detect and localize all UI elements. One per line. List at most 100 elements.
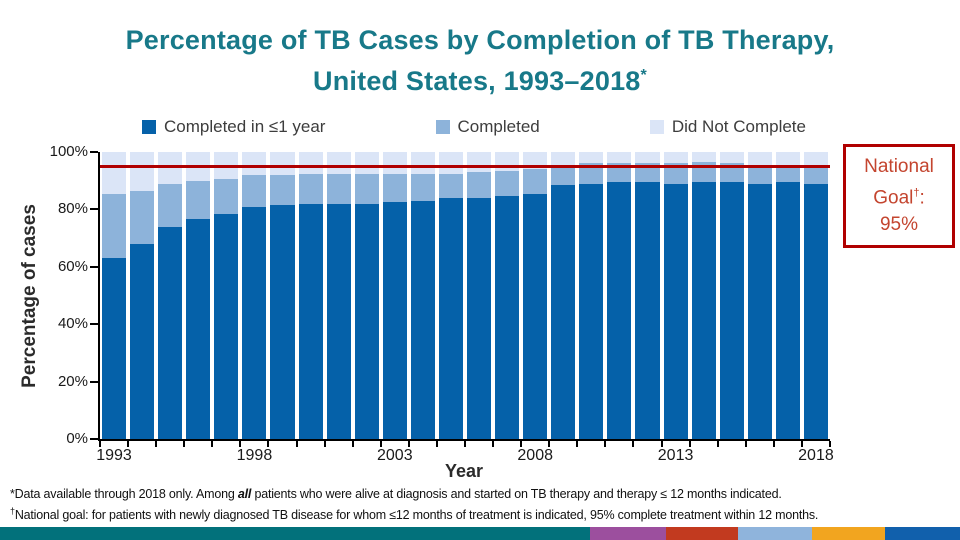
bar-segment-completed	[326, 173, 351, 204]
bar-2016	[746, 152, 774, 439]
bar-2015	[718, 152, 746, 439]
goal-box-line2: Goal†:	[873, 187, 925, 209]
x-tick-mark	[604, 441, 607, 447]
y-axis-title: Percentage of cases	[19, 204, 40, 388]
title-footnote-marker: *	[640, 67, 647, 84]
legend-item-completed-le1yr: Completed in ≤1 year	[142, 117, 325, 137]
bar-segment-did-not-complete	[242, 152, 267, 175]
title-line1: Percentage of TB Cases by Completion of …	[125, 25, 835, 55]
x-tick-mark	[492, 441, 495, 447]
bar-2017	[774, 152, 802, 439]
bar-segment-did-not-complete	[775, 152, 800, 165]
x-tick-mark	[576, 441, 579, 447]
strip-segment	[812, 527, 885, 540]
x-tick-mark	[379, 441, 382, 447]
bar-segment-did-not-complete	[803, 152, 829, 168]
x-tick-mark	[660, 441, 663, 447]
bar-2005	[437, 152, 465, 439]
x-tick-mark	[632, 441, 635, 447]
national-goal-line	[100, 164, 830, 168]
legend-swatch-icon	[435, 120, 450, 134]
bar-segment-completed-le1yr	[607, 182, 632, 439]
bar-2010	[577, 152, 605, 439]
plot-area: 0% 20% 40% 60% 80% 100% 1993 1998 2003 2008 2013 20…	[50, 143, 834, 464]
x-tick-mark	[211, 441, 214, 447]
x-tick-mark	[435, 441, 438, 447]
legend-item-did-not-complete: Did Not Complete	[649, 117, 806, 137]
bar-segment-completed	[523, 169, 548, 194]
bar-segment-completed-le1yr	[719, 182, 744, 439]
bar-2004	[409, 152, 437, 439]
bar-2009	[549, 152, 577, 439]
y-tick-label: 100%	[49, 143, 88, 160]
x-tick-mark	[295, 441, 298, 447]
bar-1994	[128, 152, 156, 439]
bar-segment-completed	[186, 180, 211, 220]
bar-segment-completed	[467, 172, 492, 198]
bar-segment-completed-le1yr	[551, 184, 576, 439]
y-tick-label: 20%	[57, 372, 88, 390]
bar-segment-did-not-complete	[663, 152, 688, 164]
bar-2011	[605, 152, 633, 439]
bar-segment-completed-le1yr	[214, 213, 239, 439]
bar-segment-did-not-complete	[607, 152, 632, 164]
x-axis-title: Year	[444, 461, 484, 481]
legend-item-completed: Completed	[435, 117, 540, 137]
bar-segment-did-not-complete	[270, 152, 295, 175]
goal-box-value: 95%	[879, 213, 919, 235]
legend-label: Completed in ≤1 year	[164, 117, 326, 136]
bar-segment-completed	[102, 193, 127, 259]
bar-segment-completed	[495, 170, 520, 197]
bar-segment-completed	[803, 167, 829, 184]
bar-segment-completed-le1yr	[270, 205, 295, 439]
bar-segment-completed	[214, 179, 239, 214]
x-tick-mark	[407, 441, 410, 447]
bar-segment-completed-le1yr	[102, 258, 127, 439]
bar-segment-completed-le1yr	[354, 203, 379, 439]
y-tick-mark	[90, 380, 98, 383]
bar-segment-did-not-complete	[102, 152, 127, 194]
x-tick-label-2003: 2003	[377, 447, 413, 464]
bar-segment-completed-le1yr	[523, 193, 548, 439]
y-tick-label: 80%	[57, 200, 88, 218]
bar-2014	[690, 152, 718, 439]
x-tick-mark	[464, 441, 466, 447]
x-tick-mark	[99, 441, 101, 447]
bar-segment-completed-le1yr	[326, 203, 351, 439]
bar-2012	[633, 152, 661, 439]
x-tick-mark	[548, 441, 551, 447]
y-tick-label: 0%	[66, 430, 88, 447]
bar-2001	[325, 152, 353, 439]
strip-segment	[0, 527, 590, 540]
bar-segment-completed-le1yr	[186, 219, 211, 439]
bar-segment-completed-le1yr	[803, 183, 829, 439]
bar-segment-did-not-complete	[130, 152, 155, 191]
bar-1997	[212, 152, 240, 439]
x-tick-mark	[127, 441, 130, 447]
bar-1995	[156, 152, 184, 439]
bar-segment-did-not-complete	[410, 152, 435, 174]
x-tick-label-2013: 2013	[657, 447, 694, 464]
strip-segment	[590, 527, 666, 540]
bar-segment-completed	[242, 174, 267, 207]
bar-segment-did-not-complete	[354, 152, 379, 174]
x-tick-mark	[800, 441, 803, 447]
x-tick-mark	[744, 441, 747, 447]
bar-segment-completed	[663, 163, 688, 184]
x-tick-mark	[323, 441, 326, 447]
y-tick-label: 40%	[57, 315, 88, 333]
bar-2013	[662, 152, 690, 439]
bar-segment-completed-le1yr	[579, 183, 604, 439]
strip-segment	[666, 527, 738, 540]
bar-segment-completed	[775, 164, 800, 183]
y-tick-mark	[90, 438, 98, 440]
bar-segment-completed-le1yr	[438, 197, 464, 439]
bar-segment-completed-le1yr	[130, 243, 155, 439]
x-tick-mark	[772, 441, 775, 447]
bar-segment-completed-le1yr	[663, 183, 688, 439]
x-tick-mark	[351, 441, 354, 447]
bar-segment-did-not-complete	[298, 152, 323, 174]
bar-segment-did-not-complete	[579, 152, 604, 164]
bar-segment-completed	[747, 164, 772, 184]
bar-segment-completed	[635, 163, 660, 183]
